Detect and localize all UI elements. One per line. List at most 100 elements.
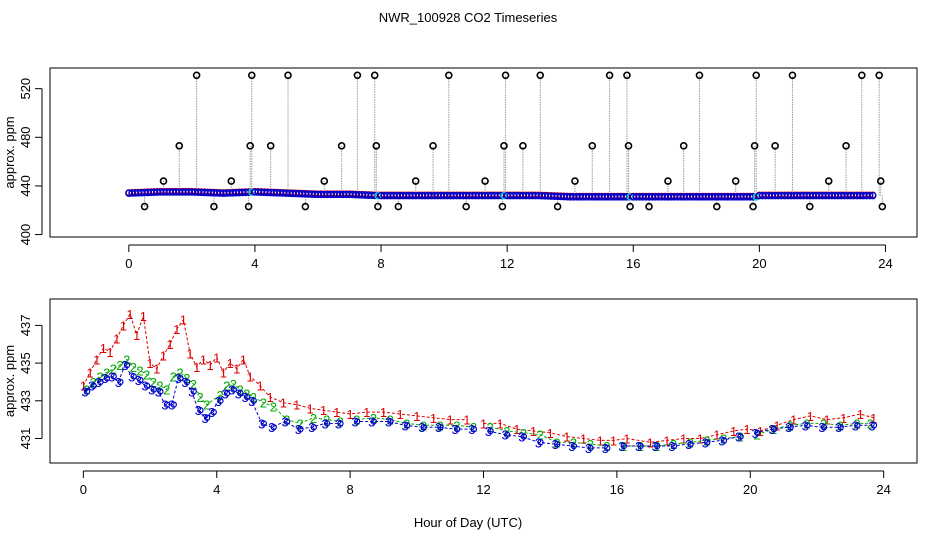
series-1-point: 1 [857, 407, 864, 422]
series-3-circle [770, 425, 778, 433]
series-2-point: 2 [96, 369, 103, 384]
series-2-point: 2 [116, 358, 123, 373]
series-3-circle [143, 382, 151, 389]
spike-point [750, 142, 759, 150]
series-1-point: 1 [206, 358, 213, 373]
series-2-point: 2 [216, 388, 223, 403]
series-2-point: 2 [123, 352, 130, 367]
series-3-circle [353, 418, 361, 425]
x-tick-label: 24 [878, 256, 892, 271]
series-2-point: 2 [163, 382, 170, 397]
series-1-point: 1 [106, 345, 113, 360]
series-2-point: 2 [453, 418, 460, 433]
x-tick-label: 4 [251, 256, 258, 271]
series-1-point: 1 [363, 405, 370, 420]
series-3-circle [270, 423, 277, 431]
y-tick-label: 480 [18, 126, 33, 148]
y-tick-label: 400 [18, 224, 33, 246]
spike-point [320, 177, 329, 185]
spike-point [605, 71, 614, 80]
series-1-point: 1 [193, 360, 200, 375]
series-3-circle [203, 414, 211, 421]
series-2-point: 2 [703, 433, 710, 448]
series-2-point: 2 [620, 439, 627, 454]
series-3-circle [230, 386, 237, 393]
spike-point [244, 202, 253, 211]
spike-point [624, 142, 633, 150]
series-2-point: 2 [553, 435, 560, 450]
spike-point [337, 142, 346, 150]
series-2-point: 2 [770, 422, 777, 437]
series-3-circle [553, 440, 561, 448]
series-1-point: 1 [126, 307, 133, 322]
series-1-point: 1 [333, 405, 340, 420]
series-1-point: 1 [397, 407, 404, 422]
series-1-point: 1 [140, 309, 147, 324]
spike-point [695, 71, 704, 80]
plot-frame [49, 67, 918, 238]
series-2-point: 2 [820, 416, 827, 431]
series-3-circle [570, 442, 578, 450]
series-2-point: 2 [90, 375, 97, 390]
series-1-point: 1 [743, 422, 750, 437]
series-2-point: 2 [260, 396, 267, 411]
series-2-point: 2 [270, 399, 277, 414]
series-3-circle [110, 373, 117, 380]
series-1-point: 1 [530, 424, 537, 439]
series-3-circle [310, 423, 317, 431]
series-3-circle [157, 388, 164, 395]
series-2-point: 2 [603, 439, 610, 454]
series-2-point: 2 [720, 431, 727, 446]
spike-point [536, 71, 545, 80]
series-1-point: 1 [823, 413, 830, 428]
series-3-circle [604, 444, 611, 452]
series-3-circle [854, 422, 861, 429]
series-1-point: 1 [133, 328, 140, 343]
series-1-point: 1 [80, 379, 87, 394]
series-1-point: 1 [160, 349, 167, 364]
series-3-circle [437, 423, 444, 431]
series-2-point: 2 [110, 362, 117, 377]
spike-point [788, 71, 797, 80]
series-1-point: 1 [480, 416, 487, 431]
spike-point [462, 202, 470, 211]
series-2-point: 2 [470, 420, 477, 435]
series-2-point: 2 [130, 360, 137, 375]
series-2-point: 2 [283, 413, 290, 428]
series-1-point: 1 [697, 431, 704, 446]
spike-point [501, 71, 510, 80]
series-1-point: 1 [730, 424, 737, 439]
series-3-circle [117, 378, 124, 386]
spike-point [588, 142, 597, 150]
spike-point [394, 202, 403, 211]
series-2-point: 2 [653, 439, 660, 454]
x-tick-label: 8 [346, 482, 353, 497]
series-1-point: 1 [563, 430, 570, 445]
spike-point [519, 142, 527, 150]
chart-title: NWR_100928 CO2 Timeseries [379, 10, 558, 25]
y-tick-label: 520 [18, 78, 33, 100]
y-tick-label: 435 [18, 352, 33, 374]
series-3-circle [670, 442, 678, 450]
data-point [869, 191, 877, 200]
series-2-point: 2 [520, 426, 527, 441]
y-tick-label: 431 [18, 428, 33, 450]
series-2-point: 2 [236, 382, 243, 397]
series-1-point: 1 [93, 352, 100, 367]
series-3-circle [163, 401, 171, 408]
y-axis-label: approx. ppm [2, 345, 17, 417]
series-1-point: 1 [113, 332, 120, 347]
series-2-point: 2 [203, 398, 210, 413]
spike-point [664, 177, 672, 185]
series-2-point: 2 [867, 416, 874, 431]
series-1-point: 1 [497, 416, 504, 431]
x-tick-label: 8 [377, 256, 384, 271]
series-1-point: 1 [240, 352, 247, 367]
spike-point [372, 142, 381, 150]
series-3-circle [150, 386, 157, 393]
x-tick-label: 16 [610, 482, 624, 497]
spike-point [771, 142, 779, 150]
series-1-point: 1 [280, 396, 287, 411]
series-2-point: 2 [103, 366, 110, 381]
